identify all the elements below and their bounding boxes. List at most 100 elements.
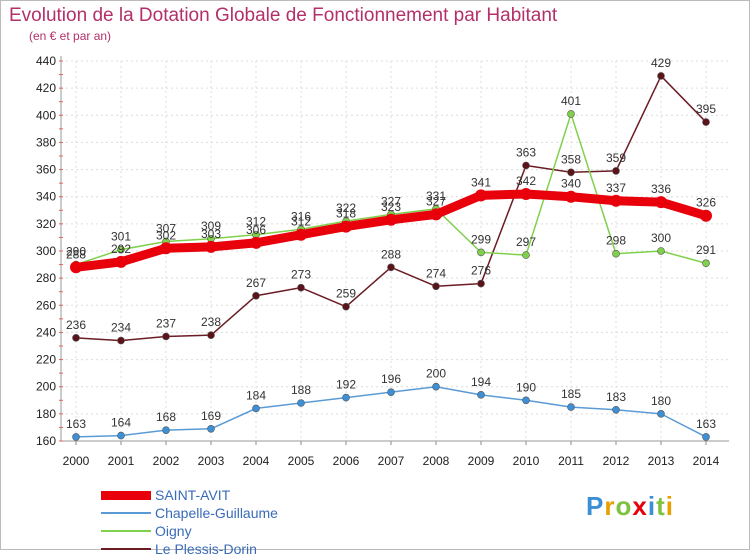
data-point-chapelle-guillaume [342, 393, 350, 402]
data-point-le-plessis-dorin [657, 72, 665, 80]
data-label-oigny: 290 [66, 245, 86, 259]
data-point-chapelle-guillaume [162, 426, 170, 434]
x-tick-label: 2004 [243, 454, 270, 468]
chart-subtitle: (en € et par an) [29, 29, 112, 43]
y-tick-label: 300 [36, 244, 56, 258]
data-label-le-plessis-dorin: 273 [291, 268, 311, 282]
data-label-le-plessis-dorin: 395 [696, 102, 716, 116]
data-point-oigny [702, 259, 710, 268]
data-label-oigny: 300 [651, 231, 671, 245]
data-label-saint-avit: 327 [426, 194, 446, 208]
logo-letter: P [586, 491, 605, 521]
data-label-chapelle-guillaume: 190 [516, 380, 536, 394]
data-point-oigny [567, 110, 575, 118]
data-label-oigny: 297 [516, 235, 536, 249]
data-label-le-plessis-dorin: 429 [651, 56, 671, 70]
data-label-saint-avit: 306 [246, 223, 266, 237]
data-label-chapelle-guillaume: 180 [651, 394, 671, 408]
x-tick-label: 2010 [513, 454, 540, 468]
legend-label: Chapelle-Guillaume [155, 505, 278, 521]
x-tick-label: 2012 [603, 454, 630, 468]
data-point-chapelle-guillaume [297, 399, 305, 407]
data-point-saint-avit [610, 194, 622, 207]
data-label-chapelle-guillaume: 188 [291, 383, 311, 397]
y-tick-label: 280 [36, 271, 56, 285]
data-label-chapelle-guillaume: 183 [606, 390, 626, 404]
axes: 160 180 200 220 240 260 280 300 320 340 360 380 400 4… [36, 54, 729, 468]
data-label-saint-avit: 302 [156, 228, 176, 242]
line-chart: 160 180 200 220 240 260 280 300 320 340 360 380 400 4… [36, 54, 729, 468]
data-label-le-plessis-dorin: 259 [336, 287, 356, 301]
data-label-saint-avit: 337 [606, 181, 626, 195]
data-point-chapelle-guillaume [657, 410, 665, 418]
data-point-le-plessis-dorin [477, 279, 485, 288]
data-labels: 236 234 237 238 267 273 259 288 274 276 363 358 359 4… [66, 56, 716, 431]
data-point-oigny [657, 247, 665, 255]
x-tick-label: 2014 [693, 454, 720, 468]
x-tick-label: 2003 [198, 454, 225, 468]
legend-item-oigny: Oigny [101, 522, 278, 540]
x-tick-label: 2013 [648, 454, 675, 468]
data-label-oigny: 298 [606, 234, 626, 248]
data-point-chapelle-guillaume [72, 433, 80, 441]
y-tick-label: 340 [36, 190, 56, 204]
data-point-chapelle-guillaume [252, 404, 260, 413]
data-label-le-plessis-dorin: 276 [471, 264, 491, 278]
y-tick-label: 180 [36, 407, 56, 421]
proxiti-logo: Proxiti [586, 491, 674, 522]
legend-swatch-le-plessis-dorin [101, 548, 151, 550]
data-point-saint-avit [115, 255, 127, 268]
legend-swatch-saint-avit [101, 490, 151, 500]
data-label-oigny: 291 [696, 243, 716, 257]
logo-letter: i [647, 491, 657, 521]
x-tick-label: 2002 [153, 454, 180, 468]
data-label-saint-avit: 342 [516, 174, 536, 188]
data-label-saint-avit: 323 [381, 200, 401, 214]
data-label-chapelle-guillaume: 164 [111, 416, 131, 430]
data-label-oigny: 322 [336, 201, 356, 215]
data-point-chapelle-guillaume [477, 391, 485, 399]
data-point-saint-avit [475, 189, 487, 202]
y-tick-label: 240 [36, 325, 56, 339]
data-point-le-plessis-dorin [612, 167, 620, 175]
data-point-saint-avit [70, 261, 82, 274]
data-label-oigny: 307 [156, 222, 176, 236]
data-label-le-plessis-dorin: 359 [606, 151, 626, 165]
data-point-saint-avit [340, 220, 352, 233]
data-label-oigny: 299 [471, 232, 491, 246]
data-label-le-plessis-dorin: 238 [201, 315, 221, 329]
data-point-chapelle-guillaume [432, 382, 440, 391]
x-tick-label: 2001 [108, 454, 135, 468]
data-label-saint-avit: 303 [201, 227, 221, 241]
y-tick-label: 220 [36, 353, 56, 367]
legend-swatch-oigny [101, 530, 151, 532]
data-point-saint-avit [430, 208, 442, 221]
data-label-oigny: 309 [201, 219, 221, 233]
legend-label: SAINT-AVIT [155, 487, 231, 503]
data-label-saint-avit: 326 [696, 196, 716, 210]
data-point-chapelle-guillaume [522, 396, 530, 405]
data-label-le-plessis-dorin: 358 [561, 152, 581, 166]
x-tick-label: 2011 [558, 454, 584, 468]
data-point-saint-avit [520, 188, 532, 200]
x-tick-label: 2008 [423, 454, 450, 468]
data-point-chapelle-guillaume [117, 431, 125, 440]
data-point-chapelle-guillaume [567, 403, 575, 411]
data-label-saint-avit: 336 [651, 182, 671, 196]
data-point-le-plessis-dorin [522, 161, 530, 170]
data-label-chapelle-guillaume: 196 [381, 372, 401, 386]
data-point-le-plessis-dorin [702, 118, 710, 126]
data-point-chapelle-guillaume [702, 433, 710, 441]
grid [61, 60, 729, 442]
logo-letter: o [615, 491, 633, 521]
data-point-oigny [477, 248, 485, 257]
data-label-le-plessis-dorin: 236 [66, 318, 86, 332]
legend-label: Le Plessis-Dorin [155, 541, 257, 557]
data-point-le-plessis-dorin [387, 263, 395, 272]
data-label-oigny: 401 [561, 94, 581, 108]
data-label-chapelle-guillaume: 168 [156, 410, 176, 424]
chart-title: Evolution de la Dotation Globale de Fonc… [9, 5, 558, 26]
x-tick-label: 2006 [333, 454, 360, 468]
data-label-chapelle-guillaume: 184 [246, 388, 266, 402]
